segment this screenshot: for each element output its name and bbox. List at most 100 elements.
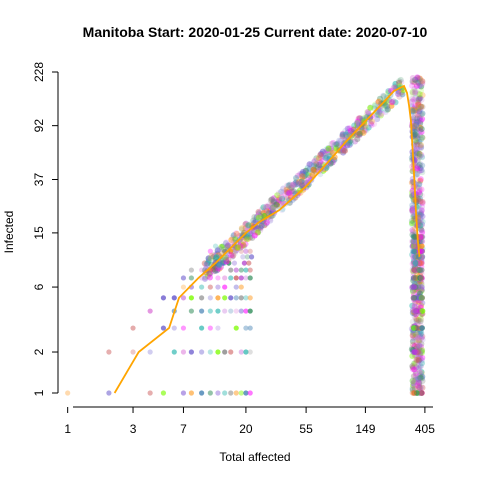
scatter-point	[218, 243, 225, 250]
scatter-point	[409, 288, 416, 295]
scatter-point	[297, 179, 304, 186]
scatter-point	[418, 210, 425, 217]
scatter-point	[380, 93, 387, 100]
scatter-point	[417, 198, 424, 205]
scatter-point	[417, 177, 424, 184]
scatter-point	[418, 375, 425, 382]
scatter-point	[416, 329, 423, 336]
scatter-point	[254, 212, 261, 219]
scatter-point	[331, 141, 338, 148]
scatter-point	[357, 130, 364, 137]
scatter-point	[410, 295, 417, 301]
scatter-point	[300, 181, 307, 188]
scatter-point	[313, 161, 320, 168]
scatter-point	[238, 275, 244, 281]
scatter-point	[415, 196, 422, 203]
scatter-point	[412, 299, 419, 306]
x-tick-label: 149	[355, 422, 375, 436]
scatter-point	[409, 202, 416, 209]
scatter-point	[409, 192, 416, 199]
scatter-point	[413, 316, 420, 323]
scatter-point	[333, 141, 340, 148]
scatter-point	[411, 85, 418, 92]
scatter-point	[409, 106, 416, 113]
scatter-point	[416, 369, 423, 376]
scatter-point	[247, 325, 253, 331]
scatter-point	[415, 104, 422, 111]
scatter-point	[416, 385, 423, 392]
scatter-point	[417, 124, 424, 131]
scatter-point	[415, 301, 422, 308]
scatter-point	[416, 372, 423, 379]
scatter-point	[410, 238, 416, 245]
scatter-point	[242, 221, 249, 228]
trend-line-layer	[113, 84, 421, 394]
scatter-point	[245, 232, 252, 239]
scatter-point	[415, 357, 422, 364]
scatter-point	[415, 118, 422, 125]
scatter-point	[336, 137, 343, 144]
scatter-point	[415, 99, 422, 106]
scatter-point	[415, 337, 422, 344]
scatter-point	[409, 205, 416, 212]
scatter-point	[411, 267, 418, 273]
scatter-point	[414, 133, 421, 140]
scatter-point	[415, 202, 422, 209]
scatter-point	[414, 267, 421, 273]
scatter-point	[410, 210, 417, 217]
scatter-point	[243, 235, 250, 242]
scatter-point	[180, 349, 187, 355]
scatter-point	[417, 352, 424, 359]
scatter-point	[411, 378, 418, 385]
scatter-point	[418, 369, 425, 376]
scatter-point	[371, 102, 378, 109]
scatter-point	[243, 220, 250, 227]
scatter-point	[417, 350, 424, 357]
scatter-point	[417, 318, 424, 325]
scatter-point	[383, 107, 390, 114]
scatter-point	[411, 360, 418, 367]
scatter-point	[228, 295, 234, 301]
scatter-point	[220, 246, 227, 253]
scatter-point	[412, 275, 419, 281]
scatter-point	[318, 150, 325, 157]
scatter-point	[265, 201, 272, 208]
scatter-point	[356, 115, 363, 122]
scatter-point	[417, 363, 424, 370]
scatter-point	[288, 188, 295, 195]
scatter-point	[417, 124, 424, 131]
scatter-point	[409, 220, 416, 227]
scatter-point	[417, 343, 424, 350]
scatter-point	[240, 238, 247, 245]
scatter-point	[224, 254, 230, 260]
scatter-point	[409, 89, 416, 96]
scatter-point	[147, 308, 153, 314]
scatter-point	[348, 139, 355, 146]
scatter-point	[410, 382, 417, 389]
scatter-point	[413, 356, 420, 363]
scatter-point	[418, 207, 425, 214]
scatter-point	[415, 138, 422, 145]
scatter-point	[261, 222, 268, 229]
scatter-point	[409, 109, 416, 116]
scatter-point	[418, 136, 425, 143]
scatter-point	[266, 203, 273, 210]
scatter-point	[417, 375, 424, 382]
scatter-point	[374, 100, 381, 107]
scatter-point	[392, 80, 399, 87]
scatter-point	[414, 115, 421, 122]
scatter-point	[222, 240, 229, 247]
scatter-point	[417, 94, 424, 101]
scatter-point	[411, 349, 418, 355]
scatter-point	[417, 374, 424, 381]
scatter-point	[415, 98, 422, 105]
chart-title: Manitoba Start: 2020-01-25 Current date:…	[83, 24, 428, 40]
scatter-point	[222, 308, 228, 314]
scatter-point	[415, 318, 422, 325]
scatter-point	[417, 127, 424, 134]
scatter-point	[416, 82, 423, 89]
scatter-point	[419, 295, 426, 301]
scatter-point	[416, 151, 423, 158]
scatter-point	[241, 260, 248, 266]
scatter-point	[418, 370, 425, 377]
